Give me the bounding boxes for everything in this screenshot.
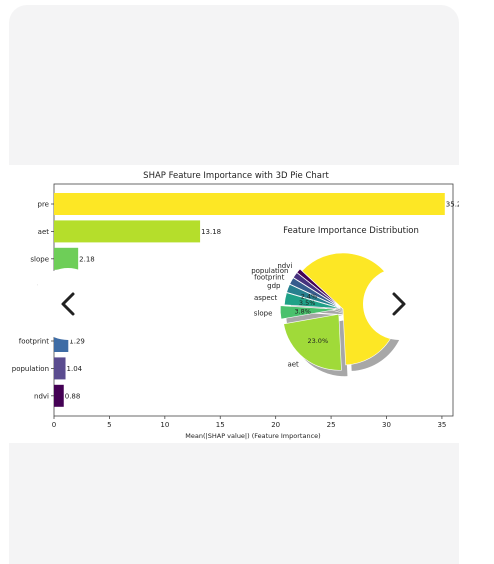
bar-value-label-ndvi: 0.88 (65, 392, 81, 400)
x-tick-label-15: 15 (216, 421, 225, 429)
y-tick-label-aet: aet (38, 228, 50, 236)
pie-slice-aet (283, 313, 342, 371)
pie-name-label-slope: slope (254, 309, 273, 317)
bar-slope (54, 247, 79, 270)
bar-value-label-slope: 2.18 (79, 255, 95, 263)
previous-slide-button[interactable] (32, 268, 104, 340)
pie-pct-label-aet: 23.0% (307, 337, 328, 345)
x-tick-label-25: 25 (327, 421, 336, 429)
pie-pct-label-slope: 3.8% (294, 308, 311, 316)
x-tick-label-35: 35 (437, 421, 446, 429)
bar-value-label-pre: 35.26 (446, 201, 459, 209)
carousel-card-bottom (9, 443, 459, 564)
bar-value-label-population: 1.04 (67, 365, 83, 373)
bar-value-label-footprint: 1.29 (69, 338, 85, 346)
pie-name-label-population: population (251, 267, 288, 275)
bar-pre (54, 193, 445, 215)
x-tick-label-5: 5 (107, 421, 111, 429)
pie-pct-label-gdp: 2.4% (301, 293, 318, 301)
pie-slice-footprint (289, 277, 341, 308)
pie-name-label-ndvi: ndvi (277, 262, 292, 270)
x-axis: 0 5 10 15 20 25 30 35 (52, 416, 446, 429)
carousel-card-top (9, 5, 459, 165)
y-tick-label-footprint: footprint (19, 338, 49, 346)
pie-chart-title: Feature Importance Distribution (283, 226, 419, 236)
pie-slice-ndvi (296, 268, 342, 308)
x-tick-label-30: 30 (382, 421, 391, 429)
chevron-right-icon (392, 292, 406, 316)
bar-ndvi (54, 384, 64, 407)
y-tick-label-population: population (12, 365, 49, 373)
y-tick-label-pre: pre (38, 201, 49, 209)
y-tick-label-slope: slope (30, 255, 49, 263)
pie-pct-label-aspect: 3.5% (299, 299, 316, 307)
pie-slice-slope (279, 305, 337, 320)
next-slide-button[interactable] (363, 268, 435, 340)
chevron-left-icon (61, 292, 75, 316)
pie-name-label-gdp: gdp (267, 282, 281, 290)
pie-name-label-footprint: footprint (254, 274, 284, 282)
bar-chart-title: SHAP Feature Importance with 3D Pie Char… (143, 171, 329, 181)
y-tick-label-ndvi: ndvi (34, 392, 49, 400)
bar-value-label-aet: 13.18 (201, 228, 221, 236)
bar-aet (54, 220, 201, 243)
bar-population (54, 357, 66, 380)
pie-name-label-aet: aet (287, 361, 299, 369)
pie-slice-gdp (286, 283, 341, 309)
pie-slice-aspect (284, 292, 341, 309)
x-axis-label: Mean(|SHAP value|) (Feature Importance) (185, 432, 320, 440)
x-tick-label-20: 20 (271, 421, 280, 429)
pie-name-label-aspect: aspect (254, 294, 278, 302)
x-tick-label-10: 10 (160, 421, 169, 429)
x-tick-label-0: 0 (52, 421, 56, 429)
